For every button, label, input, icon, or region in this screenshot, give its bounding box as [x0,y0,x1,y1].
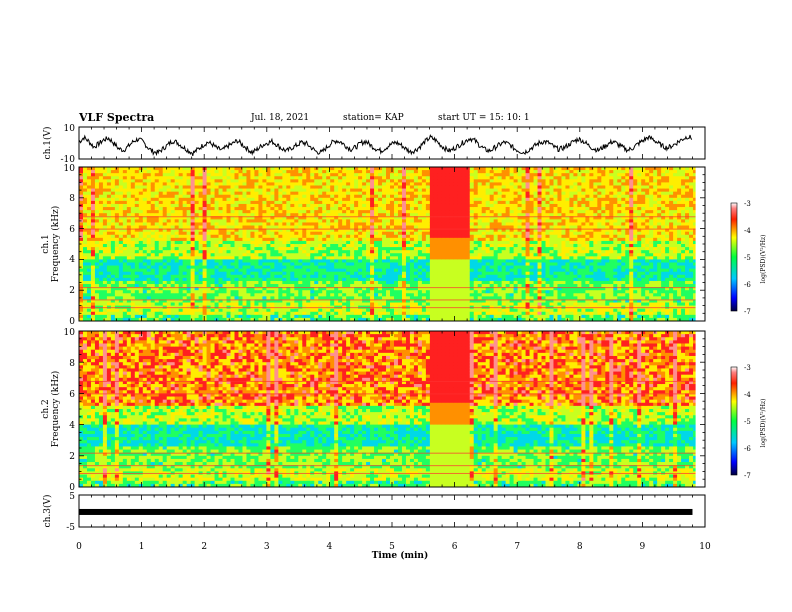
ch2-colorbar-tick: -4 [744,391,751,399]
ch1-freq-tick: 6 [69,225,75,235]
ch2-freq-tick: 10 [64,328,76,338]
ch2-colorbar-tick: -7 [744,472,751,480]
ch3-waveform-panel: 5 -5 ch.3(V) [42,492,706,533]
ch1-spectrogram-image [79,167,706,322]
ch2-freq-tick: 8 [69,359,75,369]
time-tick-label: 0 [76,542,82,552]
time-tick-label: 3 [264,542,270,552]
ch3-ylabel: ch.3(V) [42,495,53,528]
ch2-freq-ylabel: Frequency (kHz) [50,371,61,448]
ch2-freq-tick: 4 [69,421,75,431]
ch1-colorbar-tick: -5 [744,254,751,262]
start-time-label: start UT = 15: 10: 1 [438,113,530,123]
time-tick-label: 5 [389,542,395,552]
ch2-colorbar: -3 -4 -5 -6 -7 log(PSD)(V²/Hz) [730,364,767,480]
ch3-waveform-line [79,508,693,515]
ch1-freq-tick: 2 [69,286,75,296]
ch2-colorbar-label: log(PSD)(V²/Hz) [760,399,767,448]
ch2-colorbar-tick: -3 [744,364,751,372]
time-tick-label: 1 [139,542,145,552]
time-tick-label: 4 [327,542,333,552]
time-tick-label: 7 [514,542,520,552]
time-tick-label: 9 [640,542,646,552]
date-label: Jul. 18, 2021 [251,113,310,123]
time-axis-label: Time (min) [372,550,429,561]
ch1-waveform-panel: 10 -10 ch.1(V) [42,124,706,165]
ch1-ytick-top: 10 [64,124,76,134]
ch2-freq-tick: 2 [69,452,75,462]
ch1-waveform-line [78,133,693,157]
ch2-freq-tick: 0 [69,483,75,493]
ch1-freq-tick: 10 [64,164,76,174]
ch1-ytick-bottom: -10 [61,155,76,165]
chart-title: VLF Spectra [79,111,155,124]
time-tick-label: 2 [201,542,207,552]
ch3-ytick-top: 5 [69,492,75,502]
station-label: station= KAP [343,113,404,123]
ch2-spectrogram-panel: 0 2 4 6 8 10 ch.2 Frequency (kHz) [41,328,706,493]
ch1-colorbar: -3 -4 -5 -6 -7 log(PSD)(V²/Hz) [730,200,767,316]
time-tick-label: 6 [452,542,458,552]
ch1-colorbar-label: log(PSD)(V²/Hz) [760,235,767,284]
ch1-colorbar-tick: -7 [744,308,751,316]
ch1-freq-ticks: 0 2 4 6 8 10 [64,164,76,327]
time-axis-labels: 0 1 2 3 4 5 6 7 8 9 10 [76,542,711,552]
time-tick-label: 8 [577,542,583,552]
ch1-panel-label: ch.1 [41,234,51,253]
ch1-freq-tick: 8 [69,194,75,204]
ch2-colorbar-tick: -6 [744,445,751,453]
ch2-colorbar-tick: -5 [744,418,751,426]
ch2-panel-label: ch.2 [41,399,51,418]
ch1-ylabel: ch.1(V) [42,127,53,160]
ch3-ytick-bottom: -5 [66,523,75,533]
time-tick-label: 10 [699,542,711,552]
ch1-freq-tick: 0 [69,317,75,327]
ch1-spectrogram-panel: 0 2 4 6 8 10 ch.1 Frequency (kHz) [41,164,706,327]
ch1-freq-ylabel: Frequency (kHz) [50,206,61,283]
ch1-colorbar-tick: -4 [744,227,751,235]
ch1-colorbar-tick: -6 [744,281,751,289]
ch1-colorbar-tick: -3 [744,200,751,208]
ch1-freq-tick: 4 [69,255,75,265]
ch2-spectrogram-image [79,331,706,488]
time-axis-ticks [78,127,706,527]
ch2-freq-ticks: 0 2 4 6 8 10 [64,328,76,493]
ch2-freq-tick: 6 [69,390,75,400]
